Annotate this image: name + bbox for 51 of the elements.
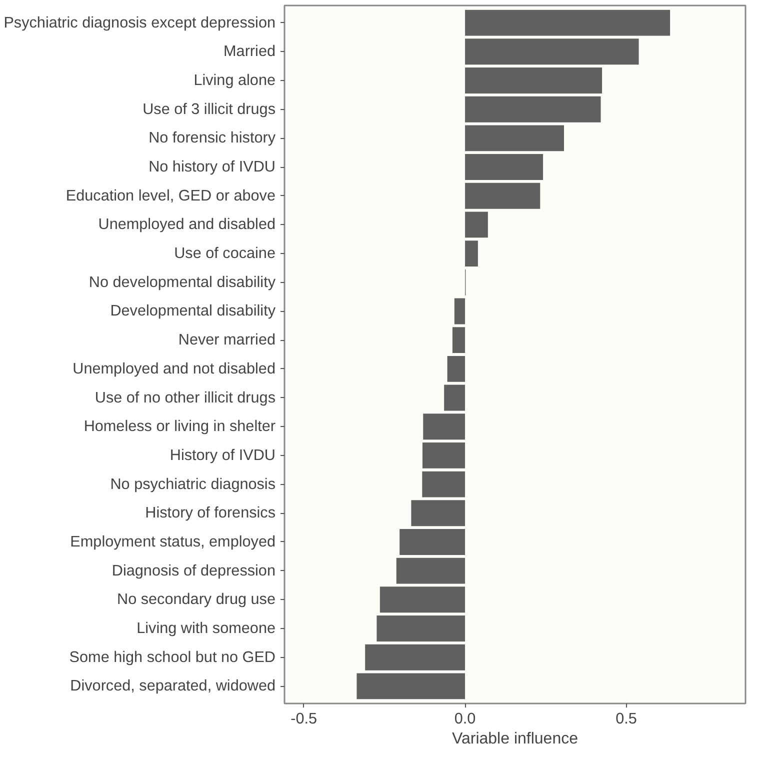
bar xyxy=(396,558,466,584)
x-tick-label: 0.0 xyxy=(454,710,476,728)
bar xyxy=(465,182,540,209)
bar xyxy=(422,471,466,498)
y-tick-label: History of IVDU xyxy=(170,446,276,464)
x-tick-label: 0.5 xyxy=(616,710,637,728)
bar xyxy=(444,384,466,411)
bar xyxy=(452,327,466,354)
bar xyxy=(356,673,466,700)
bar xyxy=(465,154,544,180)
y-tick-label: Some high school but no GED xyxy=(69,648,276,666)
y-tick-label: Living with someone xyxy=(136,620,276,638)
y-tick-label: Unemployed and not disabled xyxy=(72,360,276,378)
y-tick-label: Employment status, employed xyxy=(70,533,276,550)
y-tick-label: Use of no other illicit drugs xyxy=(94,389,276,406)
y-tick-label: Use of cocaine xyxy=(174,245,276,262)
y-tick-label: No history of IVDU xyxy=(148,158,276,176)
bar xyxy=(465,240,478,267)
y-tick-label: Use of 3 illicit drugs xyxy=(142,100,276,118)
bar xyxy=(465,212,488,238)
bar xyxy=(465,68,602,94)
bar xyxy=(465,10,670,36)
y-tick-label: Divorced, separated, widowed xyxy=(70,678,276,695)
y-tick-label: No developmental disability xyxy=(88,274,276,291)
x-axis-title: Variable influence xyxy=(452,730,578,748)
bar xyxy=(423,414,466,440)
y-tick-label: Homeless or living in shelter xyxy=(84,418,276,436)
bar xyxy=(465,96,601,122)
bar xyxy=(454,298,466,324)
y-tick-label: Married xyxy=(224,43,276,60)
y-tick-label: Living alone xyxy=(194,72,276,89)
bar xyxy=(365,644,466,670)
bar xyxy=(447,356,466,382)
y-tick-label: Never married xyxy=(178,332,276,349)
bar xyxy=(376,616,466,642)
bar xyxy=(411,500,466,526)
y-tick-label: No forensic history xyxy=(148,130,276,147)
bar xyxy=(400,529,466,555)
y-tick-label: Diagnosis of depression xyxy=(112,562,276,580)
y-tick-label: Unemployed and disabled xyxy=(98,216,276,234)
y-tick-label: Psychiatric diagnosis except depression xyxy=(4,14,276,32)
y-tick-label: Developmental disability xyxy=(110,302,276,320)
y-tick-label: No psychiatric diagnosis xyxy=(110,476,276,493)
bar xyxy=(380,586,466,613)
bar xyxy=(422,442,466,468)
y-tick-label: No secondary drug use xyxy=(117,591,276,608)
y-tick-label: Education level, GED or above xyxy=(66,187,276,204)
y-tick-label: History of forensics xyxy=(145,504,276,522)
bar xyxy=(465,125,564,152)
bar xyxy=(465,38,639,65)
x-tick-label: -0.5 xyxy=(290,710,318,728)
